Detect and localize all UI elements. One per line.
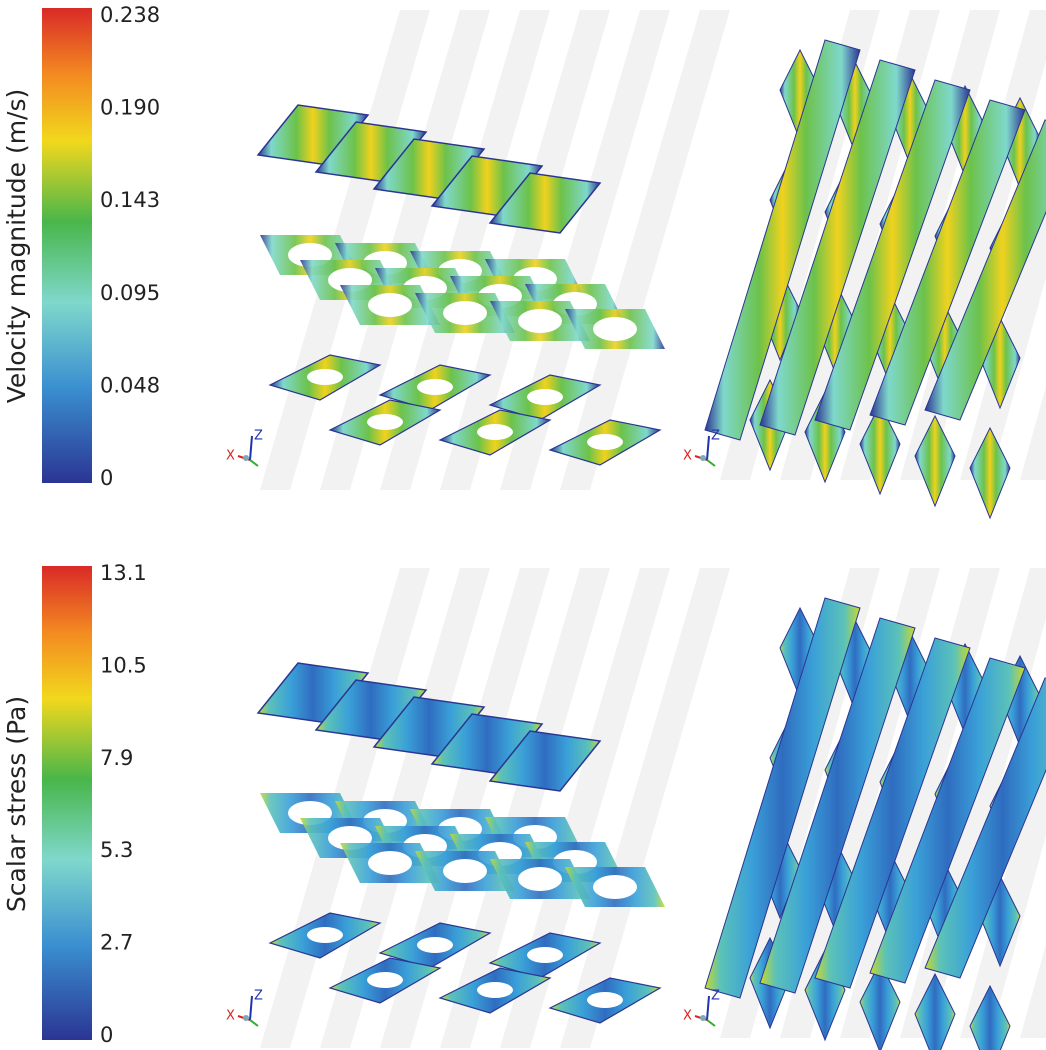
axis-z [249, 995, 253, 1021]
shape [859, 402, 901, 496]
hole [417, 379, 453, 395]
shape [814, 79, 971, 431]
hole [307, 927, 343, 943]
shape [372, 696, 486, 758]
shape [430, 713, 544, 775]
origin [243, 455, 249, 461]
shape [488, 172, 602, 234]
origin [243, 1015, 249, 1021]
shape [500, 568, 670, 1048]
hole [587, 434, 623, 450]
shape [488, 730, 602, 792]
shape [380, 10, 550, 490]
hole [367, 972, 403, 988]
shape [1020, 386, 1046, 480]
shape [924, 119, 1046, 421]
shape [256, 662, 370, 724]
colorbar-tick-label: 0.238 [100, 3, 160, 27]
axis-z [706, 435, 710, 461]
colorbar-tick-label: 0.143 [100, 188, 160, 212]
hole [587, 992, 623, 1008]
hole [443, 859, 487, 883]
colorbar-label: Velocity magnitude (m/s) [2, 89, 31, 404]
colorbar-tick-label: 5.3 [100, 838, 133, 862]
hole [443, 301, 487, 325]
axis-label: X [683, 449, 692, 464]
hole [477, 982, 513, 998]
axis-label: Z [711, 989, 720, 1004]
axis-y [249, 1019, 259, 1027]
axis-label: Z [711, 429, 720, 444]
colorbar-tick-label: 0.190 [100, 96, 160, 120]
origin [700, 455, 706, 461]
hole [367, 414, 403, 430]
axis-label: X [683, 1009, 692, 1024]
colorbar-tick-label: 7.9 [100, 746, 133, 770]
shape [372, 138, 486, 200]
shape [969, 426, 1011, 520]
colorbar-tick-label: 0 [100, 466, 113, 490]
axis-label: X [226, 449, 235, 464]
shape [914, 414, 956, 508]
colorbar-label: Scalar stress (Pa) [2, 696, 31, 912]
axis-y [706, 459, 716, 467]
colorbar-tick-label: 0 [100, 1023, 113, 1047]
shape [256, 104, 370, 166]
shape [869, 99, 1026, 426]
axis-z [706, 995, 710, 1021]
shape [924, 677, 1046, 979]
shape [560, 10, 730, 490]
colorbar [42, 8, 92, 483]
shape [314, 679, 428, 741]
colorbar-tick-label: 2.7 [100, 931, 133, 955]
axis-y [249, 459, 259, 467]
hole [527, 389, 563, 405]
shape [440, 568, 610, 1048]
shape [704, 597, 861, 999]
shape [869, 657, 1026, 984]
colorbar-tick-label: 0.048 [100, 373, 160, 397]
axis-label: Z [254, 429, 263, 444]
shape [560, 568, 730, 1048]
hole [593, 875, 637, 899]
hole [518, 867, 562, 891]
shape [500, 10, 670, 490]
shape [430, 155, 544, 217]
hole [368, 851, 412, 875]
axis-label: X [226, 1009, 235, 1024]
hole [417, 937, 453, 953]
hole [368, 293, 412, 317]
hole [593, 317, 637, 341]
colorbar-tick-label: 13.1 [100, 561, 147, 585]
hole [527, 947, 563, 963]
shape [440, 10, 610, 490]
shape [914, 972, 956, 1050]
shape [759, 617, 916, 994]
axis-label: Z [254, 989, 263, 1004]
origin [700, 1015, 706, 1021]
hole [518, 309, 562, 333]
shape [704, 39, 861, 441]
shape [859, 960, 901, 1050]
axis-y [706, 1019, 716, 1027]
hole [307, 369, 343, 385]
axis-z [249, 435, 253, 461]
colorbar-tick-label: 10.5 [100, 653, 147, 677]
renderings: X Z X Z X Z X Z [226, 10, 1046, 1050]
shape [1020, 944, 1046, 1038]
hole [477, 424, 513, 440]
shape [814, 637, 971, 989]
shape [759, 59, 916, 436]
colorbar-tick-label: 0.095 [100, 281, 160, 305]
shape [380, 568, 550, 1048]
shape [969, 984, 1011, 1050]
colorbar [42, 566, 92, 1040]
shape [314, 121, 428, 183]
